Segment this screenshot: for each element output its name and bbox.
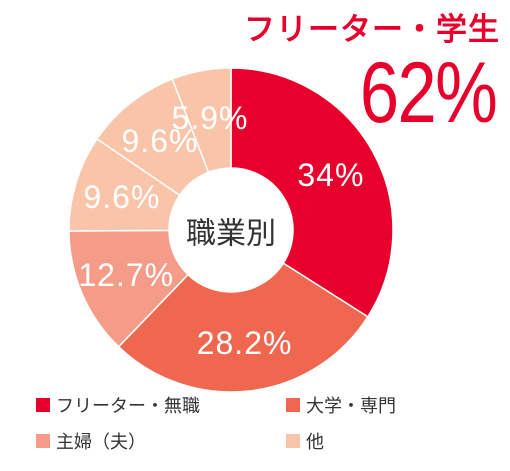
donut-slice bbox=[68, 229, 190, 348]
legend: フリーター・無職 大学・専門主婦（夫） 他 bbox=[36, 392, 476, 462]
legend-swatch bbox=[286, 434, 300, 448]
donut-slice bbox=[230, 67, 394, 318]
slice-value-label: 12.7% bbox=[78, 257, 174, 293]
headline: フリーター・学生 bbox=[244, 12, 500, 48]
center-label: 職業別 bbox=[186, 217, 276, 252]
legend-item: 他 bbox=[286, 428, 324, 454]
legend-swatch bbox=[36, 434, 50, 448]
legend-label: フリーター・無職 bbox=[56, 396, 200, 417]
legend-item: フリーター・無職 bbox=[36, 392, 200, 418]
legend-label: 大学・専門 bbox=[306, 396, 396, 417]
slice-value-label: 28.2% bbox=[197, 325, 293, 361]
slice-value-label: 34% bbox=[297, 157, 364, 193]
legend-item: 主婦（夫） bbox=[36, 428, 146, 454]
slice-value-label: 5.9% bbox=[172, 100, 249, 136]
legend-label: 他 bbox=[306, 432, 324, 453]
donut-slice bbox=[171, 67, 232, 174]
highlight-percentage: 62% bbox=[359, 45, 498, 141]
donut-slice bbox=[117, 262, 369, 393]
legend-item: 大学・専門 bbox=[286, 392, 396, 418]
slice-labels: 34%28.2%12.7%9.6%9.6%5.9% bbox=[78, 100, 364, 361]
legend-label: 主婦（夫） bbox=[56, 432, 146, 453]
legend-swatch bbox=[286, 398, 300, 412]
slice-value-label: 9.6% bbox=[83, 179, 160, 215]
legend-swatch bbox=[36, 398, 50, 412]
donut-slices bbox=[68, 67, 394, 393]
slice-value-label: 9.6% bbox=[122, 123, 199, 159]
